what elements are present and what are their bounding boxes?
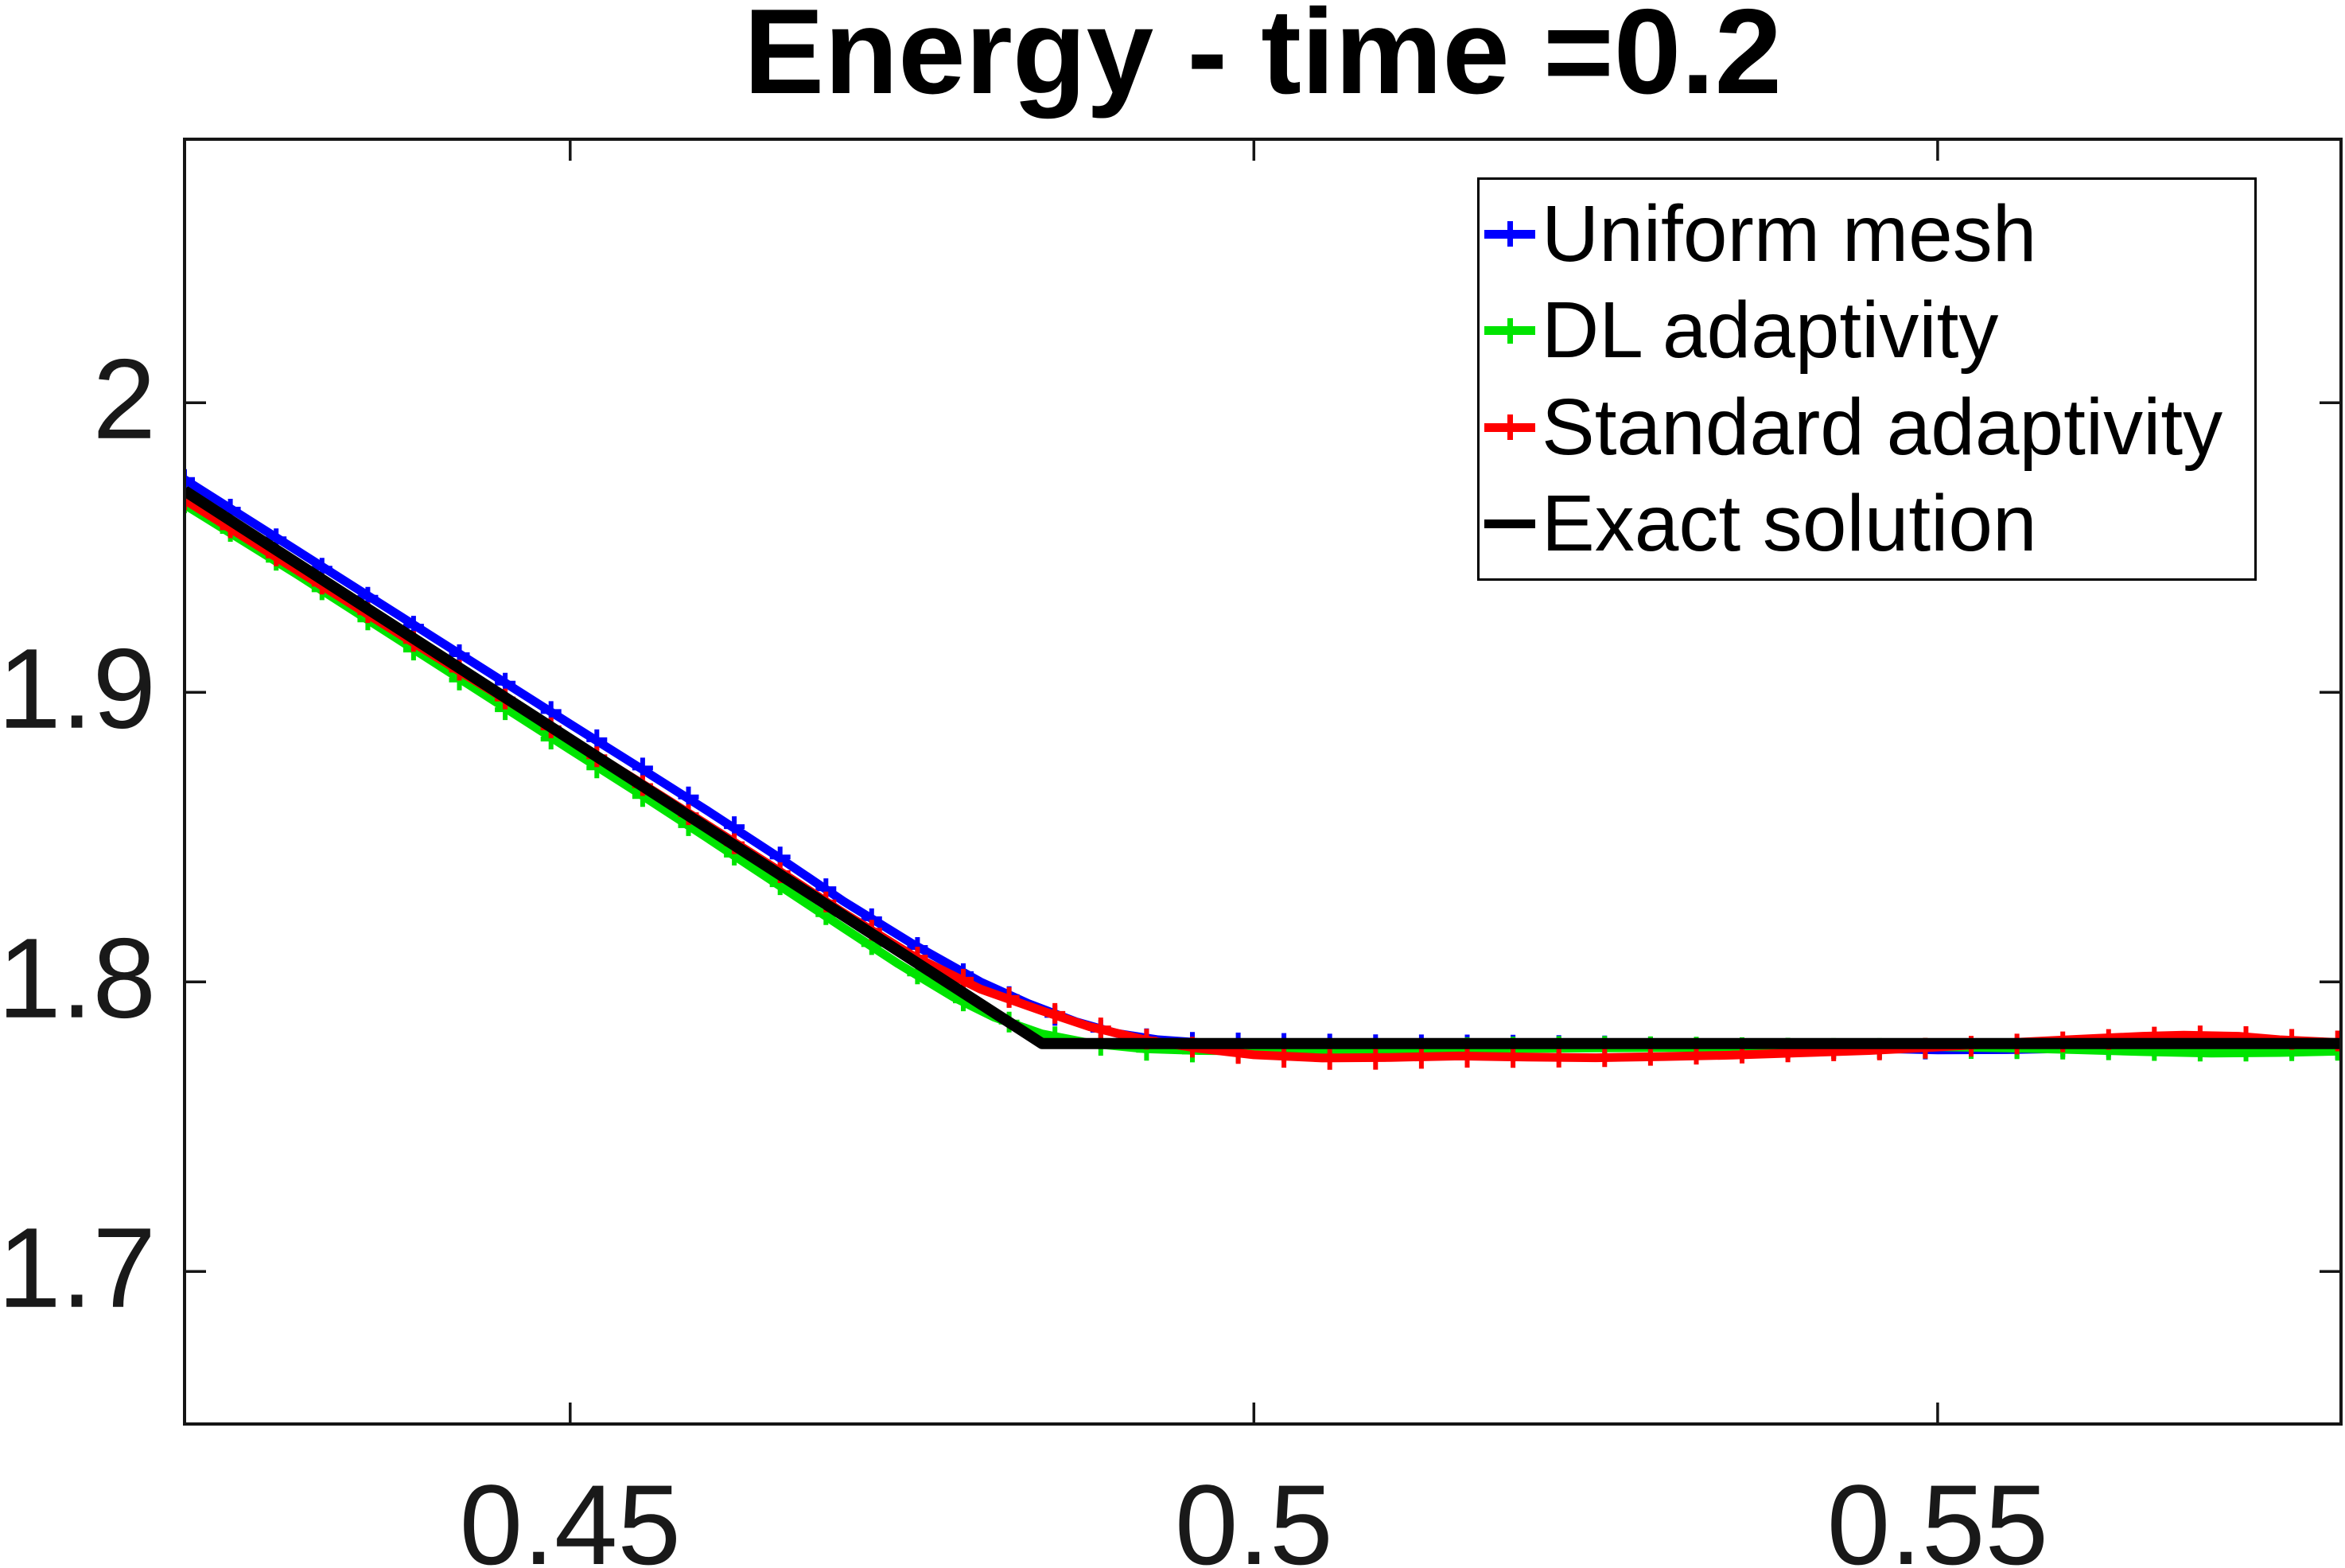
legend-line-sample xyxy=(1484,383,1535,471)
legend-row: Standard adaptivity xyxy=(1484,382,2254,473)
y-tick-label: 1.8 xyxy=(0,915,156,1042)
legend-label: Standard adaptivity xyxy=(1542,382,2223,472)
axes-box xyxy=(183,138,2343,1426)
series-line-dl-adaptivity xyxy=(185,500,2341,1058)
legend-line-sample xyxy=(1484,481,1535,568)
y-tick-label: 2 xyxy=(92,336,156,463)
x-tick-label: 0.55 xyxy=(1826,1462,2049,1568)
legend-row: DL adaptivity xyxy=(1484,285,2254,376)
y-tick-label: 1.9 xyxy=(0,625,156,753)
y-tick-label: 1.7 xyxy=(0,1204,156,1332)
series-line-exact-solution xyxy=(185,486,2341,1049)
x-tick-label: 0.45 xyxy=(459,1462,681,1568)
chart-title: Energy - time =0.2 xyxy=(743,0,1783,119)
legend-label: Exact solution xyxy=(1542,479,2037,569)
legend-line-sample xyxy=(1484,190,1535,278)
legend-row: Exact solution xyxy=(1484,478,2254,570)
legend-line-sample xyxy=(1484,287,1535,375)
x-tick-label: 0.5 xyxy=(1174,1462,1333,1568)
axis-ticks xyxy=(185,139,2341,1424)
legend-row: Uniform mesh xyxy=(1484,189,2254,280)
legend: Uniform mesh DL adaptivity Standard adapti… xyxy=(1477,177,2257,581)
series-line-standard-adaptivity xyxy=(185,496,2341,1063)
legend-label: Uniform mesh xyxy=(1542,189,2037,278)
legend-label: DL adaptivity xyxy=(1542,286,1999,375)
